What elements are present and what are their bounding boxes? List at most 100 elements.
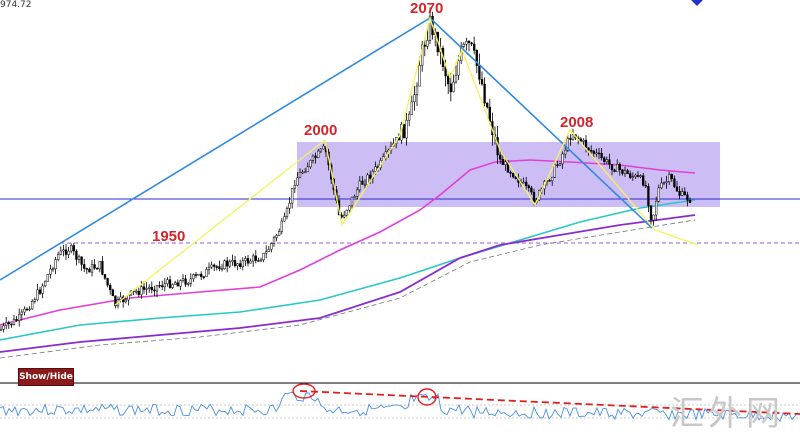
candle-body	[634, 174, 637, 177]
candle-body	[93, 264, 96, 269]
candle-body	[103, 274, 107, 279]
candle-body	[267, 249, 270, 252]
candle-body	[670, 174, 673, 180]
label-1950: 1950	[152, 228, 186, 245]
zigzag-line	[114, 15, 699, 306]
candle-body	[262, 252, 265, 261]
candle-body	[272, 237, 276, 244]
candle-body	[85, 268, 88, 270]
show-hide-button[interactable]: Show/Hide	[18, 368, 74, 386]
ma-fast-line	[0, 159, 696, 326]
candle-body	[301, 171, 304, 174]
candle-body	[114, 295, 117, 307]
candle-body	[70, 245, 73, 252]
candle-body	[106, 278, 109, 286]
candle-body	[405, 119, 408, 139]
candle-body	[639, 175, 642, 177]
candle-body	[582, 139, 585, 142]
candle-body	[688, 199, 692, 203]
candle-body	[613, 169, 616, 172]
candle-body	[49, 268, 52, 275]
candle-body	[532, 191, 536, 203]
candle-body	[317, 150, 320, 158]
candle-body	[218, 266, 221, 270]
candle-body	[23, 308, 26, 313]
candle-body	[314, 155, 317, 158]
candle-body	[96, 267, 99, 270]
candle-body	[483, 83, 486, 104]
candle-body	[90, 264, 94, 273]
candle-body	[366, 174, 369, 185]
candle-body	[31, 301, 34, 310]
candle-body	[504, 161, 507, 165]
candle-body	[618, 163, 621, 170]
candle-body	[293, 185, 296, 189]
ma-purple-line	[0, 214, 696, 353]
candle-body	[522, 181, 525, 184]
candle-body	[475, 50, 478, 66]
candle-body	[561, 153, 564, 165]
marker-arrow-icon	[691, 0, 703, 6]
candle-body	[46, 274, 49, 282]
candle-body	[423, 44, 426, 47]
candle-body	[119, 296, 122, 300]
candle-body	[525, 181, 528, 186]
candle-body	[616, 163, 619, 172]
candle-body	[457, 60, 460, 76]
candle-body	[176, 282, 179, 287]
candle-body	[194, 274, 198, 276]
candle-body	[158, 285, 161, 287]
label-2070: 2070	[410, 0, 444, 17]
candle-body	[140, 286, 143, 295]
candle-body	[161, 285, 164, 288]
candle-body	[348, 205, 351, 211]
candle-body	[579, 138, 582, 142]
candle-body	[54, 259, 57, 270]
candle-body	[642, 175, 645, 186]
candle-body	[668, 174, 671, 182]
candle-body	[408, 114, 411, 121]
candle-body	[509, 172, 512, 174]
candle-body	[449, 83, 452, 93]
candle-body	[0, 329, 3, 331]
candle-body	[673, 178, 676, 188]
candle-body	[514, 176, 517, 179]
candle-body	[189, 278, 192, 284]
candle-body	[605, 159, 608, 163]
candle-body	[36, 289, 39, 300]
candle-body	[551, 177, 554, 181]
candle-body	[553, 164, 556, 178]
candle-body	[223, 260, 226, 270]
divergence-circle	[292, 383, 316, 399]
candle-body	[623, 170, 627, 174]
candle-body	[283, 216, 286, 222]
oscillator-trend-line	[299, 390, 800, 415]
candle-body	[626, 170, 629, 174]
candle-body	[72, 245, 75, 252]
candle-body	[25, 308, 29, 311]
candle-body	[109, 284, 112, 291]
candle-body	[155, 285, 159, 292]
candle-body	[285, 208, 289, 217]
candle-body	[530, 187, 533, 193]
candle-body	[259, 259, 263, 262]
candle-body	[12, 318, 16, 325]
candle-body	[361, 180, 364, 185]
candle-body	[187, 283, 190, 285]
candle-body	[665, 181, 668, 183]
candle-body	[51, 268, 55, 271]
candle-body	[124, 299, 127, 303]
candle-body	[629, 173, 632, 178]
candle-body	[192, 274, 195, 280]
candle-body	[322, 145, 325, 150]
candle-body	[137, 290, 140, 295]
candle-body	[228, 261, 231, 267]
candle-body	[197, 273, 200, 276]
candle-body	[478, 65, 481, 80]
candle-body	[200, 273, 203, 277]
candle-body	[675, 186, 679, 192]
candle-body	[486, 102, 489, 108]
candle-body	[413, 94, 416, 103]
candle-body	[10, 323, 13, 326]
candle-body	[566, 137, 569, 151]
